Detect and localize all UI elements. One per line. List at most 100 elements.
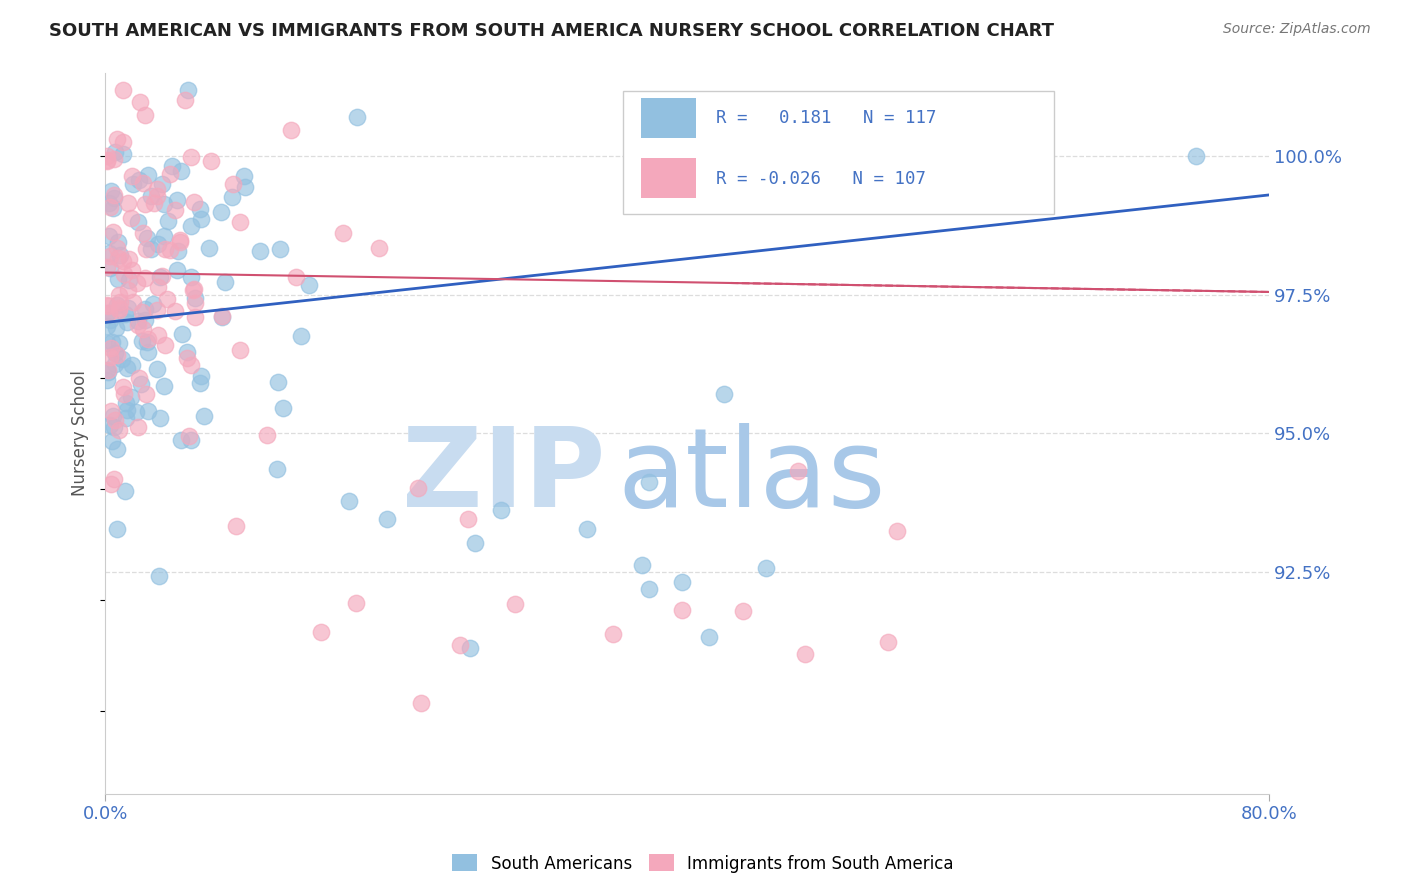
Point [96, 153, 118, 167]
Point [97, 363, 120, 377]
Point [96, 373, 118, 387]
Point [105, 298, 128, 312]
Point [134, 108, 156, 122]
Point [98, 200, 121, 214]
Point [135, 387, 157, 401]
Point [97, 195, 120, 210]
Point [190, 211, 212, 226]
Point [449, 638, 471, 652]
Point [159, 167, 181, 181]
Point [225, 519, 247, 533]
Point [180, 150, 202, 164]
Point [458, 641, 481, 656]
Point [138, 168, 160, 182]
Point [344, 596, 367, 610]
Point [107, 303, 129, 318]
Point [166, 263, 188, 277]
Point [121, 169, 143, 183]
Point [98, 229, 121, 244]
Point [298, 277, 321, 292]
Point [170, 433, 193, 447]
Point [96, 335, 118, 350]
Point [146, 362, 169, 376]
Point [148, 569, 170, 583]
Legend: South Americans, Immigrants from South America: South Americans, Immigrants from South A… [446, 847, 960, 880]
Point [97, 300, 120, 314]
Point [149, 411, 172, 425]
Point [190, 369, 212, 384]
Point [121, 295, 143, 310]
Point [153, 338, 176, 352]
Point [148, 237, 170, 252]
Point [671, 575, 693, 590]
Point [180, 358, 202, 372]
Point [134, 313, 156, 327]
Point [165, 303, 187, 318]
Point [233, 180, 256, 194]
Point [177, 82, 200, 96]
Point [267, 375, 290, 389]
Point [96, 153, 118, 168]
Point [713, 387, 735, 401]
Point [575, 522, 598, 536]
Point [97, 365, 120, 379]
Point [104, 145, 127, 159]
Point [105, 348, 128, 362]
Point [125, 405, 148, 419]
Point [156, 293, 179, 307]
Point [112, 82, 135, 96]
Point [159, 243, 181, 257]
Point [457, 512, 479, 526]
Point [108, 335, 131, 350]
Point [188, 202, 211, 216]
FancyBboxPatch shape [623, 91, 1053, 213]
Point [176, 351, 198, 365]
Point [200, 154, 222, 169]
Point [139, 188, 162, 202]
Point [169, 235, 191, 250]
Point [96, 319, 118, 334]
Point [96, 306, 118, 320]
Point [142, 196, 165, 211]
Point [111, 135, 134, 149]
Text: R =   0.181   N = 117: R = 0.181 N = 117 [716, 110, 936, 128]
Point [98, 246, 121, 260]
Point [105, 321, 128, 335]
Point [132, 322, 155, 336]
Point [638, 582, 661, 597]
Point [98, 417, 121, 432]
Point [112, 267, 135, 281]
Point [170, 164, 193, 178]
Point [115, 315, 138, 329]
Point [183, 194, 205, 209]
Point [755, 561, 778, 575]
Point [142, 297, 165, 311]
Point [100, 184, 122, 198]
Point [128, 173, 150, 187]
Point [209, 204, 232, 219]
Point [117, 283, 139, 297]
Point [180, 219, 202, 234]
Point [111, 380, 134, 394]
Point [118, 252, 141, 266]
Point [121, 358, 143, 372]
Point [131, 305, 153, 319]
Point [733, 603, 755, 617]
Point [631, 558, 654, 572]
Text: Source: ZipAtlas.com: Source: ZipAtlas.com [1223, 22, 1371, 37]
Point [193, 409, 215, 424]
Point [211, 309, 233, 323]
Point [183, 291, 205, 305]
Point [103, 413, 125, 427]
Point [135, 231, 157, 245]
Text: R = -0.026   N = 107: R = -0.026 N = 107 [716, 169, 927, 188]
Point [131, 334, 153, 349]
Point [98, 260, 121, 275]
Point [162, 159, 184, 173]
Point [285, 269, 308, 284]
Point [256, 428, 278, 442]
Point [108, 423, 131, 437]
Point [98, 313, 121, 327]
Point [135, 242, 157, 256]
Point [134, 196, 156, 211]
